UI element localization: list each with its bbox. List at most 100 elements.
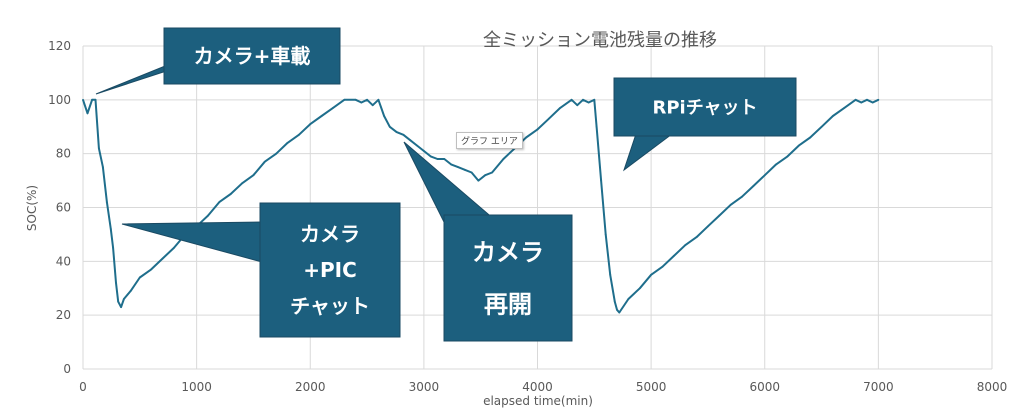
- soc-data-point: [661, 265, 664, 268]
- soc-data-point: [416, 144, 418, 147]
- callout-1: カメラ+車載: [95, 27, 341, 95]
- x-tick-label: 5000: [636, 380, 667, 394]
- soc-data-point: [309, 123, 312, 125]
- callout-text: 再開: [484, 291, 532, 319]
- soc-data-point: [207, 214, 209, 217]
- soc-data-point: [463, 168, 466, 171]
- soc-data-point: [229, 193, 232, 195]
- soc-data-point: [120, 306, 122, 308]
- soc-data-point: [684, 244, 687, 247]
- soc-data-point: [470, 171, 473, 174]
- soc-data-point: [252, 174, 255, 177]
- x-tick-label: 7000: [863, 380, 894, 394]
- soc-data-point: [429, 155, 432, 158]
- soc-data-point: [173, 246, 175, 249]
- soc-data-point: [98, 147, 100, 150]
- soc-data-point: [129, 290, 132, 292]
- soc-data-point: [457, 166, 459, 169]
- soc-data-point: [843, 107, 846, 109]
- soc-data-point: [332, 107, 334, 109]
- soc-data-point: [436, 158, 439, 160]
- soc-data-point: [377, 98, 380, 101]
- soc-data-point: [109, 228, 112, 230]
- callout-2: カメラ +PIC チャット: [121, 202, 401, 338]
- soc-data-point: [600, 179, 603, 182]
- y-tick-label: 20: [56, 308, 71, 322]
- soc-data-point: [366, 98, 368, 101]
- soc-data-point: [150, 268, 153, 271]
- chart-title: 全ミッション電池残量の推移: [483, 30, 717, 51]
- soc-data-point: [354, 98, 357, 101]
- callout-box: [613, 77, 797, 137]
- x-tick-label: 2000: [295, 380, 326, 394]
- soc-data-point: [593, 98, 596, 101]
- series-layer: [82, 98, 880, 314]
- soc-data-point: [383, 115, 386, 117]
- x-tick-label: 4000: [522, 380, 553, 394]
- soc-data-point: [595, 125, 598, 128]
- soc-data-point: [86, 112, 89, 115]
- soc-data-point: [82, 98, 84, 101]
- soc-data-point: [101, 166, 104, 169]
- y-axis-title: SOC(%): [25, 185, 39, 231]
- soc-data-point: [559, 107, 562, 109]
- soc-data-point: [286, 142, 289, 144]
- soc-data-point: [820, 125, 823, 128]
- callout-text: カメラ: [300, 222, 360, 246]
- soc-data-point: [752, 185, 755, 187]
- soc-data-point: [138, 276, 141, 279]
- soc-data-point: [618, 311, 621, 314]
- callout-box: [163, 27, 341, 85]
- soc-data-point: [695, 236, 698, 239]
- soc-data-point: [275, 152, 278, 155]
- soc-data-point: [263, 160, 266, 163]
- soc-data-point: [123, 298, 125, 300]
- soc-data-point: [161, 257, 164, 260]
- soc-data-point: [484, 174, 487, 177]
- soc-data-point: [741, 195, 743, 198]
- soc-data-point: [105, 201, 108, 204]
- callout-pointer: [623, 133, 674, 172]
- soc-data-point: [491, 171, 493, 174]
- soc-data-point: [422, 150, 425, 152]
- soc-data-point: [797, 144, 800, 147]
- soc-data-point: [707, 225, 709, 228]
- soc-data-point: [320, 115, 323, 117]
- callout-4: RPiチャット: [613, 77, 797, 172]
- soc-data-point: [587, 101, 590, 104]
- x-tick-label: 0: [79, 380, 87, 394]
- soc-data-point: [672, 255, 675, 257]
- soc-data-point: [627, 298, 630, 300]
- soc-data-point: [395, 131, 398, 134]
- callout-text: カメラ+車載: [194, 44, 311, 68]
- soc-data-point: [786, 155, 789, 158]
- y-tick-label: 40: [56, 254, 71, 268]
- callout-box: [443, 214, 573, 342]
- soc-data-point: [241, 182, 243, 185]
- soc-data-point: [866, 98, 868, 101]
- soc-data-point: [388, 125, 391, 128]
- soc-data-point: [832, 115, 834, 117]
- soc-data-point: [477, 179, 480, 182]
- soc-series-line: [82, 98, 879, 314]
- soc-data-point: [582, 98, 584, 101]
- soc-data-point: [576, 104, 579, 107]
- callout-text: カメラ: [472, 239, 544, 267]
- soc-data-point: [112, 246, 115, 249]
- gridlines: [82, 45, 993, 370]
- soc-data-point: [371, 104, 374, 107]
- callout-pointer: [121, 221, 263, 263]
- callout-text: +PIC: [303, 258, 357, 282]
- soc-data-point: [877, 98, 880, 101]
- y-tick-label: 60: [56, 201, 71, 215]
- x-tick-label: 8000: [977, 380, 1008, 394]
- soc-data-point: [613, 300, 616, 303]
- callout-text: チャット: [290, 294, 370, 318]
- axes: 0 20 40 60 80 100 120 0 1000 2000 3000 4000 5000 6000…: [48, 39, 1007, 394]
- soc-data-point: [443, 158, 446, 160]
- soc-data-point: [94, 98, 97, 101]
- soc-data-point: [525, 136, 528, 139]
- soc-data-point: [650, 273, 653, 276]
